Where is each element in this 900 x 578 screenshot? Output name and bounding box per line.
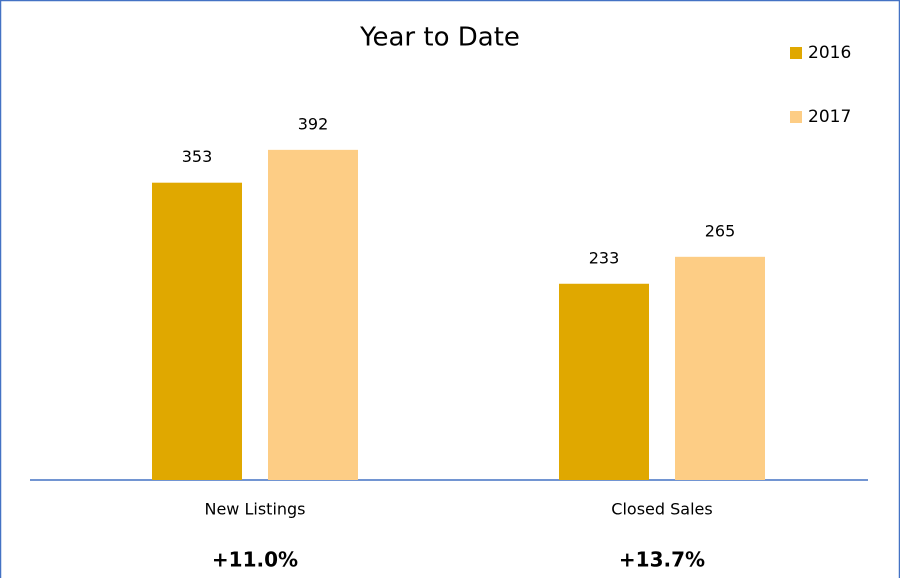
bar bbox=[152, 182, 242, 480]
value-label: 265 bbox=[705, 221, 736, 240]
value-label: 353 bbox=[182, 147, 213, 166]
legend-swatch bbox=[790, 47, 802, 59]
legend-swatch bbox=[790, 111, 802, 123]
value-label: 233 bbox=[589, 248, 620, 267]
legend-label: 2017 bbox=[808, 107, 851, 127]
annotation: +11.0% bbox=[212, 548, 298, 572]
bar bbox=[559, 283, 649, 480]
annotation: +13.7% bbox=[619, 548, 705, 572]
legend-label: 2016 bbox=[808, 43, 851, 63]
chart-title: Year to Date bbox=[359, 23, 520, 53]
x-tick-label: New Listings bbox=[204, 500, 305, 519]
bar bbox=[675, 256, 765, 480]
value-label: 392 bbox=[298, 114, 329, 133]
x-tick-label: Closed Sales bbox=[611, 500, 712, 519]
bar bbox=[268, 149, 358, 481]
